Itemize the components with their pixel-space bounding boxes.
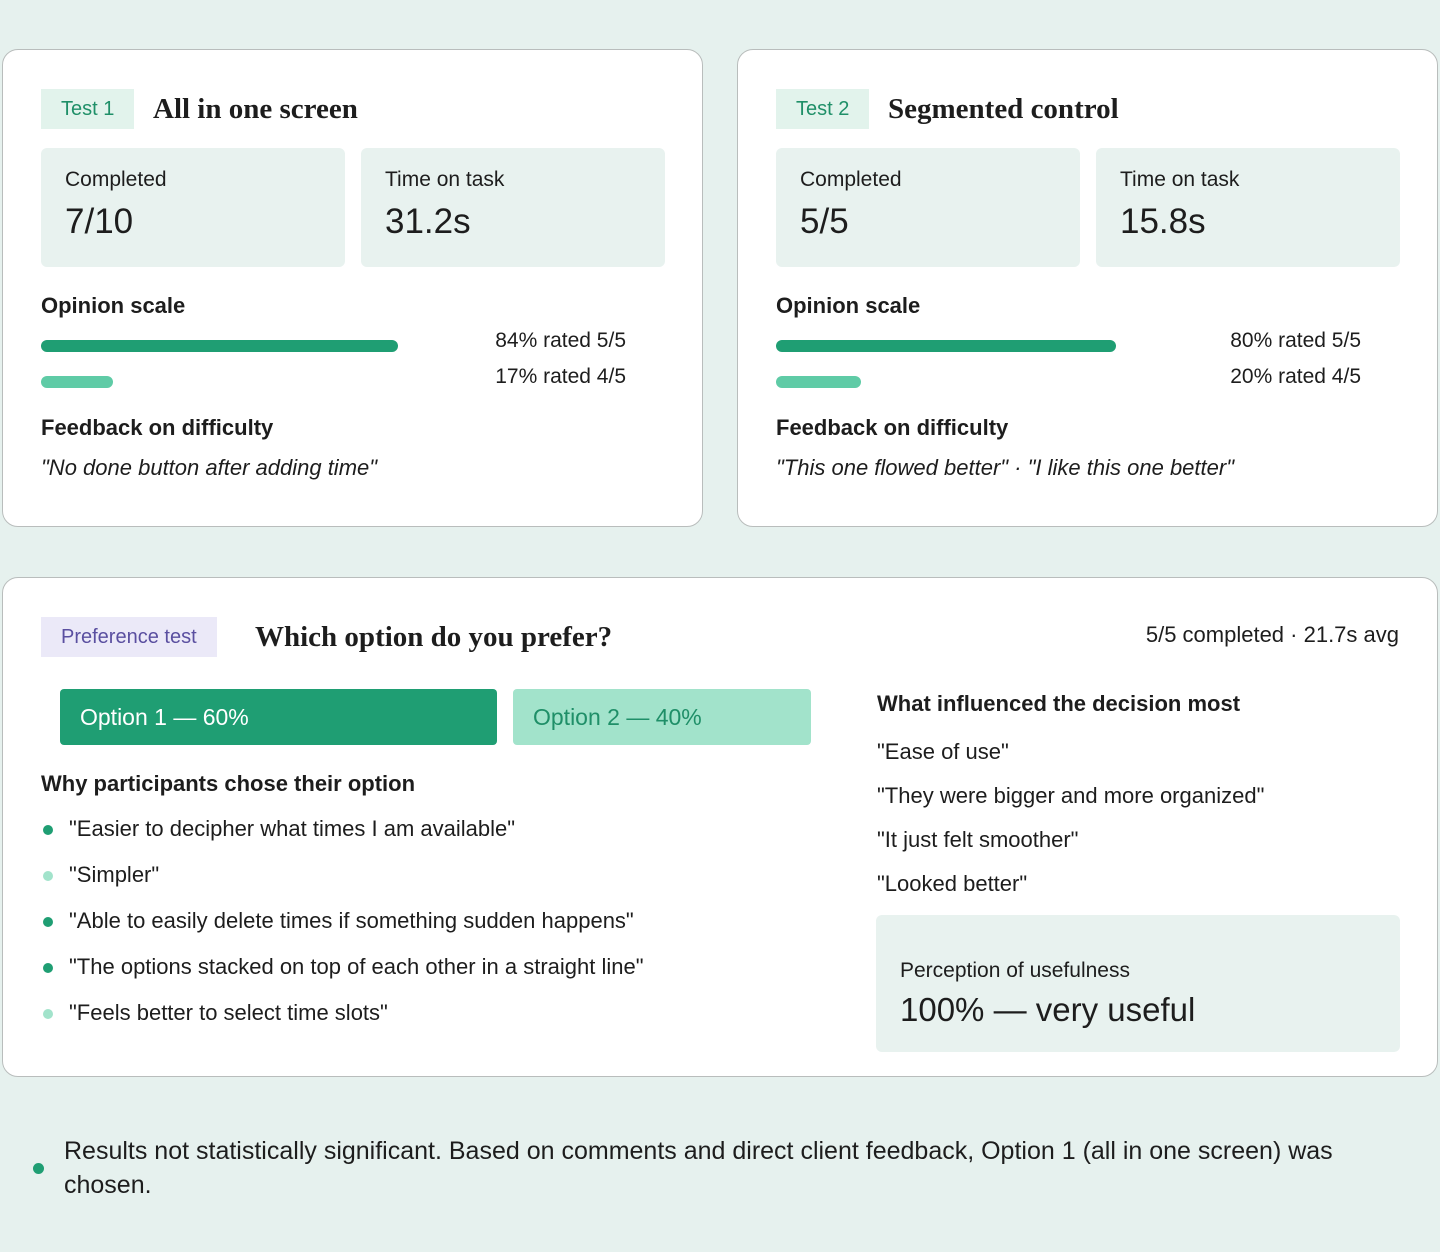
opinion-bar (776, 376, 861, 388)
bullet (43, 871, 53, 881)
section-heading: Why participants chose their option (41, 771, 416, 796)
stat-value: 5/5 (800, 202, 849, 241)
stat-label: Time on task (385, 168, 505, 191)
feedback-quote: "No done button after adding time" (41, 455, 378, 480)
stat-value: 15.8s (1120, 202, 1206, 241)
section-heading: What influenced the decision most (877, 691, 1241, 716)
bullet (43, 1009, 53, 1019)
footer-note: Results not statistically significant. B… (64, 1137, 1333, 1199)
usefulness-box: Perception of usefulness 100% — very use… (876, 915, 1400, 1052)
option-bar: Option 1 — 60% (60, 689, 497, 745)
influence-quote: "Looked better" (877, 871, 1028, 896)
influence-quote: "It just felt smoother" (877, 827, 1079, 852)
bullet (33, 1163, 44, 1174)
usefulness-label: Perception of usefulness (900, 959, 1130, 982)
bar-label: 20% rated 4/5 (1230, 365, 1361, 388)
stat-box: Time on task 31.2s (361, 148, 665, 267)
option-bar: Option 2 — 40% (513, 689, 811, 745)
section-heading: Opinion scale (41, 293, 186, 318)
options: Option 1 — 60% Option 2 — 40% (60, 689, 811, 745)
reason: "Simpler" (69, 862, 160, 887)
feedback-quote: "This one flowed better" · "I like this … (776, 455, 1235, 480)
tag: Test 2 (776, 89, 870, 129)
section-heading: Opinion scale (776, 293, 921, 318)
stat-value: 7/10 (65, 202, 134, 241)
opinion-bar (776, 340, 1116, 352)
opinion-bar (41, 376, 114, 388)
reason: "The options stacked on top of each othe… (69, 954, 644, 979)
reason: "Easier to decipher what times I am avai… (69, 816, 516, 841)
preference-card: Preference test Which option do you pref… (2, 577, 1438, 1077)
test-card: Test 2 Segmented control Completed 5/5 Time … (737, 49, 1438, 527)
card-title: All in one screen (153, 93, 358, 125)
reason: "Able to easily delete times if somethin… (69, 908, 634, 933)
card-title: Which option do you prefer? (255, 621, 613, 653)
card-title: Segmented control (888, 93, 1119, 125)
summary: 5/5 completed · 21.7s avg (1145, 622, 1399, 647)
bar-label: 17% rated 4/5 (495, 365, 626, 388)
bullet (43, 825, 53, 835)
test-card: Test 1 All in one screen Completed 7/10 Time… (2, 49, 703, 527)
stat-box: Completed 5/5 (776, 148, 1080, 267)
reason: "Feels better to select time slots" (69, 1000, 388, 1025)
bar-label: 80% rated 5/5 (1230, 329, 1361, 352)
stat-label: Time on task (1120, 168, 1240, 191)
tag: Test 1 (41, 89, 135, 129)
bar-label: 84% rated 5/5 (495, 329, 626, 352)
stat-label: Completed (800, 168, 902, 191)
opinion-bar (41, 340, 398, 352)
section-heading: Feedback on difficulty (41, 415, 274, 440)
tag: Preference test (41, 617, 217, 657)
bullet (43, 917, 53, 927)
stat-box: Completed 7/10 (41, 148, 345, 267)
influence-quote: "Ease of use" (877, 739, 1009, 764)
section-heading: Feedback on difficulty (776, 415, 1009, 440)
influence-quote: "They were bigger and more organized" (877, 783, 1265, 808)
stat-value: 31.2s (385, 202, 471, 241)
bullet (43, 963, 53, 973)
stat-box: Time on task 15.8s (1096, 148, 1400, 267)
usefulness-value: 100% — very useful (900, 991, 1196, 1028)
stat-label: Completed (65, 168, 167, 191)
